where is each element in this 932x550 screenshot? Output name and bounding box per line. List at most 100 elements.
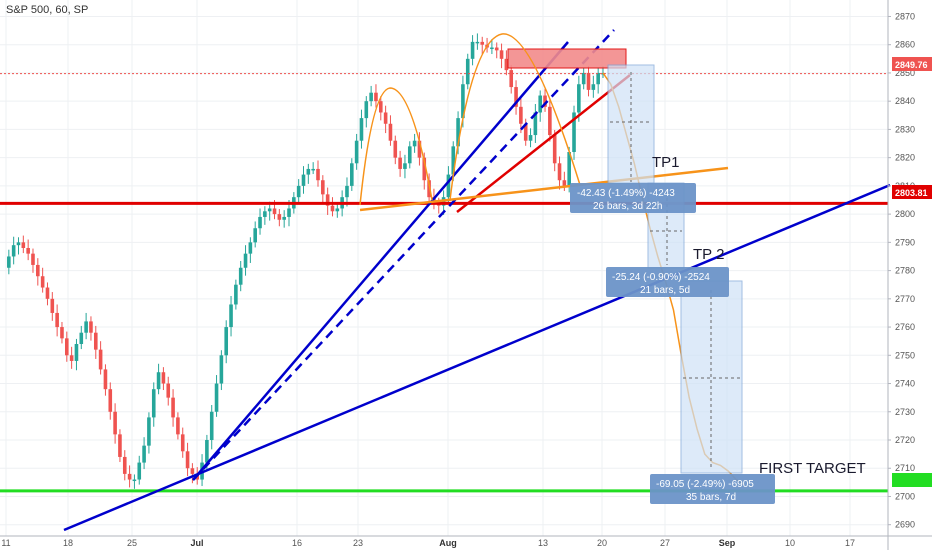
x-tick-label-7: 13 bbox=[538, 538, 548, 548]
x-tick-label-12: 17 bbox=[845, 538, 855, 548]
candle-body-68 bbox=[330, 205, 335, 212]
measure-2-line2: 21 bars, 5d bbox=[640, 285, 690, 296]
candle-body-3 bbox=[16, 242, 21, 246]
candle-body-54 bbox=[263, 211, 267, 217]
y-tick-label-3: 2720 bbox=[895, 435, 915, 445]
x-tick-label-0: 11 bbox=[1, 538, 10, 548]
candle-body-104 bbox=[504, 58, 509, 71]
candle-body-5 bbox=[26, 248, 30, 254]
candle-body-117 bbox=[567, 152, 571, 186]
orange-arc-head bbox=[449, 33, 581, 201]
steep-trendline bbox=[192, 41, 569, 481]
candle-body-33 bbox=[161, 372, 166, 384]
candle-body-106 bbox=[514, 87, 518, 107]
candle-body-87 bbox=[422, 157, 427, 181]
candle-body-62 bbox=[301, 174, 306, 186]
grid-layer bbox=[0, 0, 888, 536]
candle-body-32 bbox=[156, 372, 161, 390]
candle-body-86 bbox=[417, 140, 422, 158]
candle-body-81 bbox=[393, 140, 398, 158]
measure-range-1 bbox=[607, 64, 655, 184]
candle-body-64 bbox=[311, 168, 315, 171]
orange-neckline bbox=[359, 166, 729, 212]
candle-body-49 bbox=[238, 267, 243, 285]
candle-body-58 bbox=[282, 216, 286, 220]
candle-body-102 bbox=[494, 47, 499, 51]
y-tick-label-18: 2870 bbox=[895, 11, 915, 21]
candle-body-123 bbox=[596, 72, 600, 85]
candle-body-42 bbox=[205, 440, 209, 463]
x-tick-label-8: 20 bbox=[597, 538, 607, 548]
candle-body-65 bbox=[316, 168, 320, 181]
candle-body-52 bbox=[253, 228, 257, 243]
candle-body-94 bbox=[456, 118, 460, 147]
y-tick-label-10: 2790 bbox=[895, 237, 915, 247]
candle-body-73 bbox=[354, 140, 359, 164]
x-tick-label-4: 16 bbox=[292, 538, 302, 548]
candle-body-34 bbox=[166, 383, 171, 398]
candle-body-7 bbox=[36, 264, 40, 277]
price-tag-target bbox=[892, 473, 932, 487]
candle-body-76 bbox=[369, 92, 373, 102]
candle-body-44 bbox=[214, 383, 219, 412]
price-tag-current-text: 2849.76 bbox=[895, 60, 928, 70]
candle-body-47 bbox=[229, 304, 233, 328]
candle-body-113 bbox=[548, 106, 552, 136]
candle-body-27 bbox=[132, 479, 137, 482]
candle-body-39 bbox=[190, 468, 195, 474]
x-tick-label-10: Sep bbox=[719, 538, 736, 548]
candle-body-38 bbox=[185, 451, 190, 469]
candle-body-78 bbox=[378, 101, 383, 113]
long-trendline bbox=[63, 183, 891, 532]
tp1-label: TP1 bbox=[652, 154, 680, 171]
candle-body-36 bbox=[176, 417, 180, 435]
candle-body-24 bbox=[118, 434, 122, 457]
y-tick-label-0: 2690 bbox=[895, 520, 915, 530]
measure-1-line2: 26 bars, 3d 22h bbox=[593, 201, 663, 212]
candle-body-85 bbox=[412, 140, 417, 147]
candle-body-99 bbox=[480, 41, 485, 45]
x-tick-label-11: 10 bbox=[785, 538, 795, 548]
first-target-label: FIRST TARGET bbox=[759, 460, 866, 477]
candle-body-84 bbox=[407, 146, 412, 164]
candle-body-72 bbox=[350, 163, 354, 186]
candle-body-29 bbox=[142, 445, 146, 463]
candle-body-80 bbox=[388, 123, 393, 141]
candle-body-23 bbox=[113, 411, 117, 435]
drawings-layer bbox=[0, 29, 891, 532]
candle-body-75 bbox=[364, 101, 369, 119]
y-tick-label-8: 2770 bbox=[895, 294, 915, 304]
candle-body-22 bbox=[108, 389, 113, 412]
dashed-trendline bbox=[192, 29, 615, 481]
candle-body-108 bbox=[523, 123, 528, 141]
candle-body-16 bbox=[79, 332, 84, 344]
candle-body-92 bbox=[446, 174, 451, 198]
candle-body-37 bbox=[180, 434, 185, 452]
candle-body-12 bbox=[60, 327, 64, 339]
y-tick-label-15: 2840 bbox=[895, 96, 915, 106]
tp2-label: TP 2 bbox=[693, 246, 724, 263]
candle-body-67 bbox=[325, 194, 330, 206]
candle-body-95 bbox=[461, 84, 465, 119]
price-tag-support-text: 2803.81 bbox=[895, 188, 928, 198]
measure-2-line1: -25.24 (-0.90%) -2524 bbox=[612, 272, 710, 283]
measure-box-1 bbox=[570, 183, 696, 213]
y-tick-label-1: 2700 bbox=[895, 491, 915, 501]
candle-body-57 bbox=[277, 214, 282, 220]
supply-zone bbox=[507, 48, 627, 69]
orange-arc-left bbox=[359, 87, 433, 206]
candle-body-25 bbox=[122, 456, 127, 474]
candle-body-30 bbox=[147, 417, 151, 446]
candle-body-69 bbox=[335, 208, 340, 212]
candle-body-61 bbox=[296, 185, 301, 198]
y-tick-label-6: 2750 bbox=[895, 350, 915, 360]
candle-body-88 bbox=[427, 180, 431, 198]
measure-box-3 bbox=[650, 474, 775, 504]
candle-body-17 bbox=[84, 321, 88, 333]
y-tick-label-5: 2740 bbox=[895, 379, 915, 389]
price-tag-support bbox=[892, 185, 932, 199]
candles-layer bbox=[7, 33, 605, 489]
y-tick-label-17: 2860 bbox=[895, 40, 915, 50]
